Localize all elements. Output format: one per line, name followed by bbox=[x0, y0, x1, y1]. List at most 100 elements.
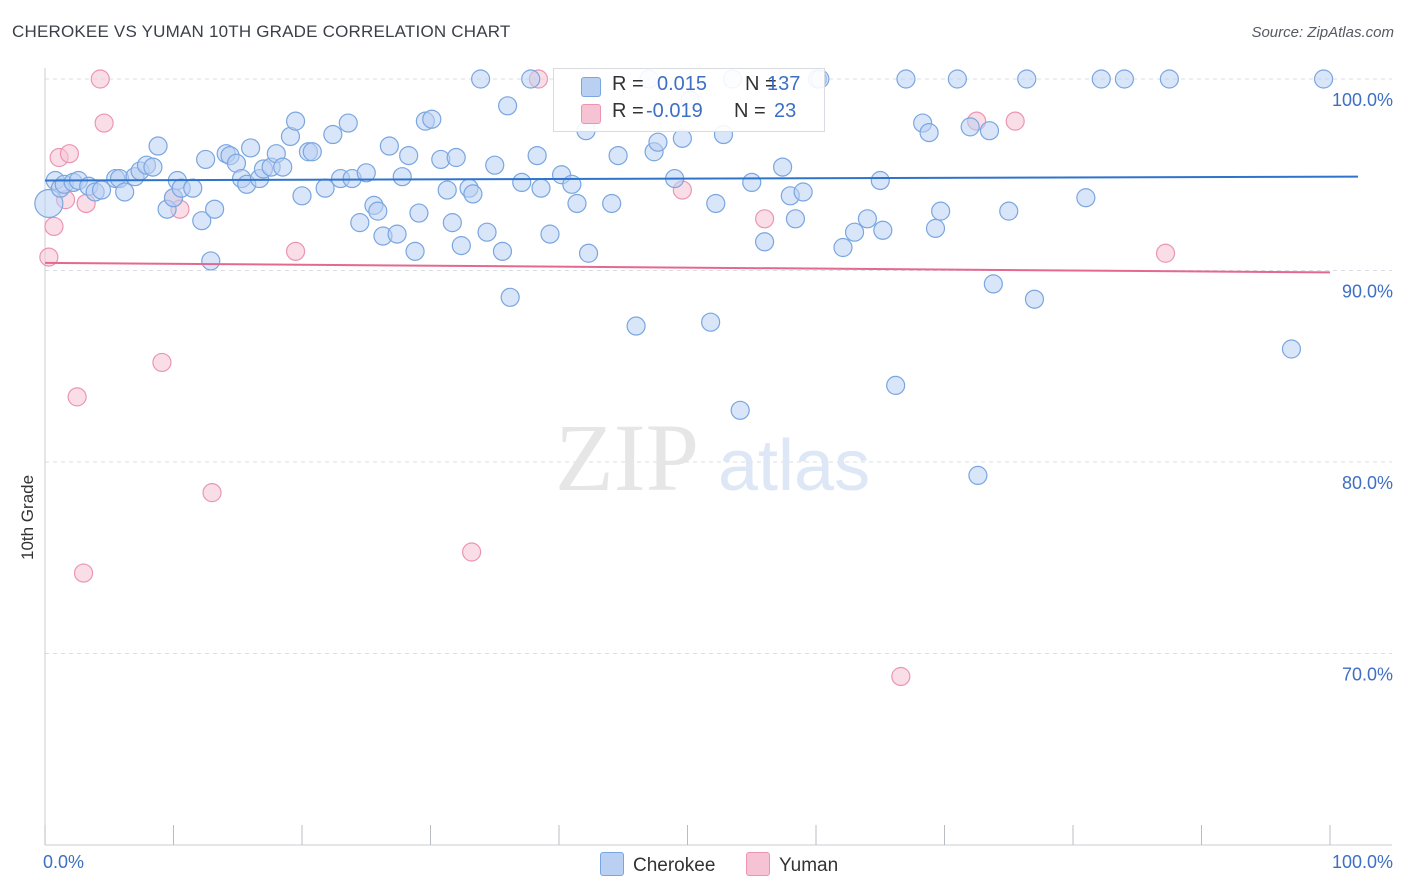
stats-legend: R = 0.015 N = 137 R = -0.019 N = 23 bbox=[553, 68, 825, 132]
legend-item-cherokee: Cherokee bbox=[600, 852, 715, 877]
legend-r-label: R = bbox=[612, 100, 644, 122]
cherokee-point bbox=[315, 178, 335, 198]
chart-title: CHEROKEE VS YUMAN 10TH GRADE CORRELATION… bbox=[12, 22, 511, 41]
yuman-trend-line bbox=[44, 261, 1331, 274]
yuman-point bbox=[1005, 111, 1025, 131]
cherokee-point bbox=[742, 172, 762, 193]
legend-n-label: N = bbox=[745, 73, 777, 95]
legend-r-value: 0.015 bbox=[657, 73, 708, 95]
legend-r-label: R = bbox=[612, 73, 644, 95]
cherokee-point bbox=[754, 232, 775, 252]
yuman-legend-swatch bbox=[746, 852, 770, 876]
cherokee-point bbox=[405, 241, 425, 261]
y-tick-label: 100.0% bbox=[1332, 90, 1393, 110]
cherokee-point bbox=[873, 220, 893, 240]
cherokee-point bbox=[1281, 339, 1302, 359]
cherokee-point bbox=[785, 209, 806, 229]
cherokee-point bbox=[477, 222, 497, 242]
cherokee-point bbox=[1076, 188, 1096, 208]
legend-r-value: -0.019 bbox=[646, 100, 703, 122]
cherokee-point bbox=[626, 316, 646, 336]
cherokee-point bbox=[356, 163, 376, 183]
cherokee-point bbox=[602, 193, 622, 214]
grid-lines bbox=[45, 78, 1392, 654]
tick-labels: 70.0% 80.0% 90.0% 100.0% 0.0% 100.0% bbox=[43, 90, 1393, 872]
cherokee-point bbox=[931, 201, 951, 221]
legend-n-value: 23 bbox=[774, 100, 797, 122]
yuman-point bbox=[90, 69, 110, 89]
cherokee-point bbox=[833, 237, 853, 258]
cherokee-point bbox=[527, 146, 547, 166]
cherokee-point bbox=[446, 147, 466, 168]
cherokee-point bbox=[1313, 69, 1334, 89]
cherokee-point bbox=[323, 124, 343, 145]
cherokee-point bbox=[115, 182, 135, 202]
cherokee-point bbox=[772, 157, 793, 177]
cherokee-point bbox=[648, 132, 668, 152]
watermark-zip: ZIP bbox=[555, 404, 699, 511]
cherokee-point bbox=[960, 117, 980, 137]
cherokee-point bbox=[285, 111, 306, 131]
cherokee-point bbox=[870, 170, 890, 191]
cherokee-point bbox=[979, 121, 1000, 141]
cherokee-point bbox=[793, 182, 813, 202]
yuman-point bbox=[73, 563, 94, 583]
cherokee-point bbox=[471, 69, 491, 89]
cherokee-point bbox=[925, 218, 946, 238]
cherokee-point bbox=[500, 287, 520, 307]
y-tick-label: 70.0% bbox=[1342, 665, 1393, 685]
yuman-point bbox=[285, 241, 306, 261]
legend-n-value: 137 bbox=[767, 73, 801, 95]
yuman-point bbox=[44, 216, 64, 237]
cherokee-swatch bbox=[581, 77, 601, 97]
yuman-point bbox=[59, 144, 80, 164]
cherokee-point bbox=[983, 274, 1003, 294]
cherokee-point bbox=[567, 193, 587, 214]
y-tick-label: 90.0% bbox=[1342, 282, 1393, 302]
cherokee-point bbox=[387, 224, 407, 244]
cherokee-point bbox=[463, 184, 483, 204]
yuman-legend-label: Yuman bbox=[779, 855, 839, 876]
cherokee-point bbox=[968, 465, 988, 486]
x-tick-label: 0.0% bbox=[43, 852, 84, 872]
yuman-point bbox=[754, 209, 775, 229]
cherokee-legend-swatch bbox=[600, 852, 624, 876]
cherokee-point bbox=[498, 96, 518, 116]
cherokee-point bbox=[857, 209, 878, 229]
cherokee-point bbox=[292, 186, 312, 206]
cherokee-point bbox=[368, 201, 388, 221]
cherokee-point bbox=[672, 128, 692, 148]
cherokee-point bbox=[521, 69, 541, 89]
cherokee-point bbox=[1091, 69, 1111, 89]
cherokee-point bbox=[844, 222, 865, 242]
cherokee-point bbox=[143, 157, 163, 177]
cherokee-point bbox=[392, 167, 412, 187]
yuman-point bbox=[39, 247, 59, 267]
watermark-atlas: atlas bbox=[718, 426, 870, 506]
cherokee-point bbox=[706, 193, 726, 214]
cherokee-point bbox=[512, 172, 532, 193]
cherokee-point bbox=[1017, 69, 1037, 89]
cherokee-point bbox=[442, 213, 462, 233]
y-tick-label: 80.0% bbox=[1342, 473, 1393, 493]
cherokee-point bbox=[999, 201, 1019, 221]
cherokee-point bbox=[1024, 289, 1045, 309]
legend-row-yuman: R = -0.019 N = 23 bbox=[554, 100, 824, 128]
cherokee-point bbox=[485, 155, 505, 175]
yuman-point bbox=[202, 483, 222, 503]
cherokee-point bbox=[350, 213, 370, 233]
cherokee-point bbox=[379, 136, 399, 156]
yuman-swatch bbox=[581, 104, 601, 124]
cherokee-point bbox=[1159, 69, 1179, 89]
cherokee-point bbox=[701, 312, 721, 332]
yuman-point bbox=[462, 542, 482, 562]
cherokee-trend-line bbox=[44, 175, 1359, 182]
legend-row-cherokee: R = 0.015 N = 137 bbox=[554, 73, 824, 101]
trend-lines bbox=[44, 175, 1359, 274]
cherokee-point bbox=[886, 375, 906, 395]
yuman-point bbox=[152, 352, 172, 373]
cherokee-point bbox=[399, 146, 419, 166]
cherokee-point bbox=[531, 178, 551, 198]
cherokee-point bbox=[241, 138, 261, 158]
